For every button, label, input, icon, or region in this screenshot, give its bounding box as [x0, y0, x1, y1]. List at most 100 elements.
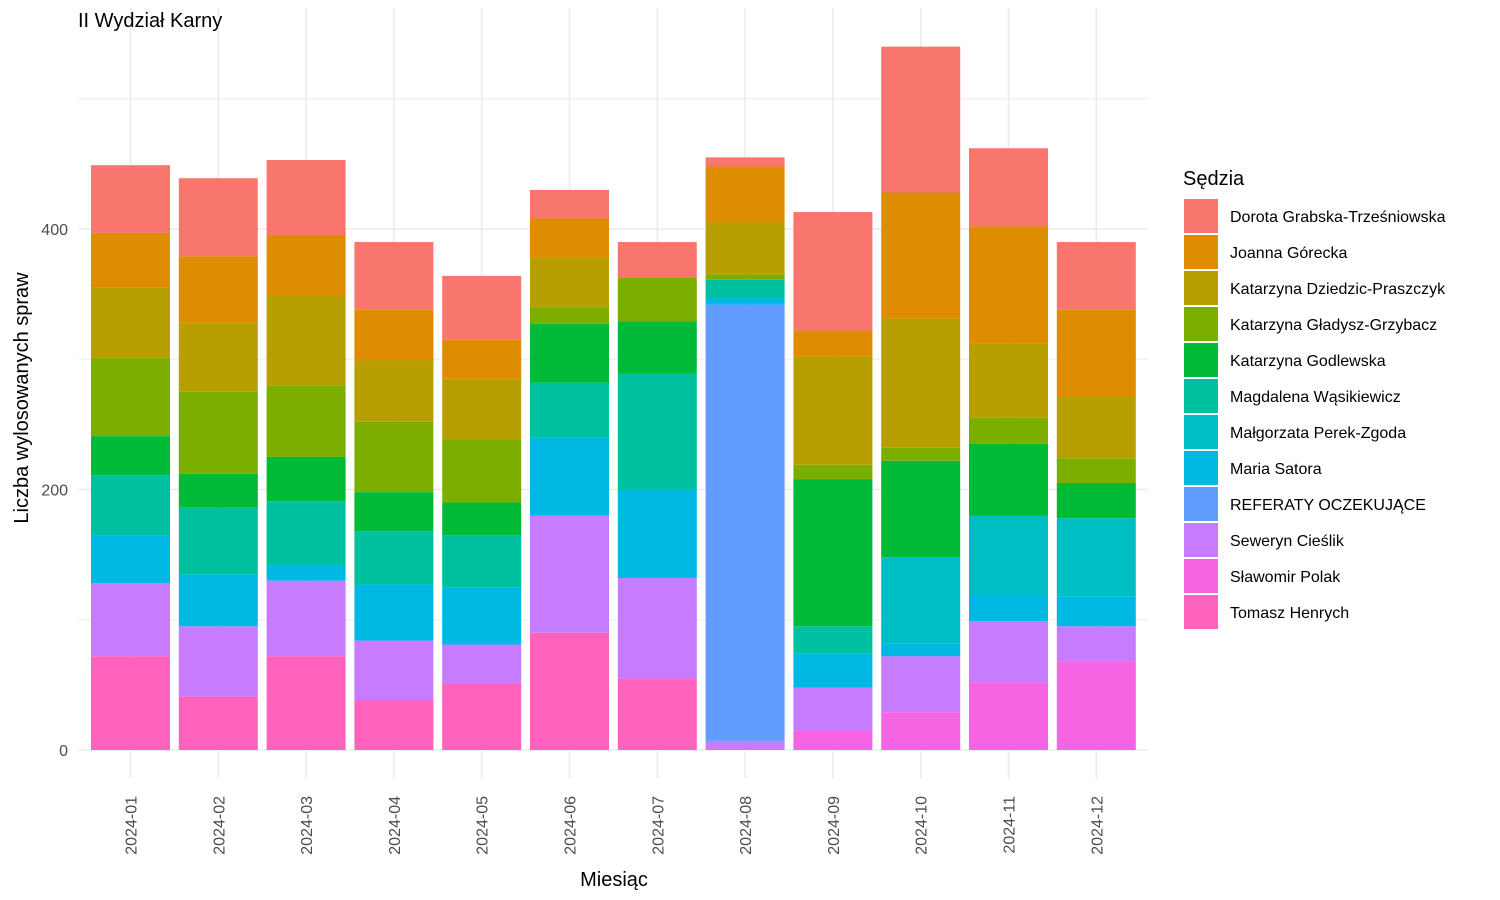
bar-segment — [91, 232, 170, 288]
legend-label: REFERATY OCZEKUJĄCE — [1230, 497, 1426, 514]
legend-label: Seweryn Cieślik — [1230, 533, 1345, 550]
bar-segment — [91, 287, 170, 358]
y-tick-label: 200 — [41, 483, 68, 500]
bar-segment — [266, 501, 346, 566]
bar-segment — [442, 275, 522, 340]
bar-segment — [178, 507, 258, 575]
bar-segment — [266, 565, 346, 581]
bar-segment — [705, 157, 785, 167]
bar-segment — [354, 640, 434, 701]
legend-swatch — [1184, 451, 1218, 485]
bar-segment — [793, 687, 873, 731]
bar-segment — [1056, 626, 1136, 662]
bar-segment — [881, 656, 961, 713]
bar-segment — [617, 489, 697, 579]
bar-segment — [969, 226, 1048, 344]
x-tick-label: 2024-03 — [299, 796, 316, 855]
legend-swatch — [1184, 559, 1218, 593]
bar-segment — [617, 678, 697, 750]
bar-segment — [178, 391, 258, 474]
bar-segment — [354, 421, 434, 493]
bar-segment — [91, 436, 170, 476]
bar-segment — [91, 656, 170, 750]
legend-label: Sławomir Polak — [1230, 569, 1341, 586]
bar-segment — [266, 295, 346, 386]
bar-segment — [530, 218, 609, 258]
bar-segment — [91, 357, 170, 437]
x-tick-label: 2024-02 — [211, 796, 228, 855]
bar-segment — [881, 318, 961, 448]
x-tick-label: 2024-12 — [1089, 796, 1106, 855]
bar-segment — [705, 740, 785, 750]
bar-segment — [530, 324, 609, 383]
bar-segment — [442, 440, 522, 503]
bar-segment — [793, 730, 873, 750]
bar-segment — [266, 656, 346, 750]
bar-segment — [442, 587, 522, 645]
legend-label: Joanna Górecka — [1230, 245, 1348, 262]
bar-segment — [178, 473, 258, 508]
bar-segment — [266, 456, 346, 502]
legend-swatch — [1184, 199, 1218, 233]
bar-segment — [793, 330, 873, 357]
y-tick-label: 0 — [59, 743, 68, 760]
bar-segment — [442, 535, 522, 588]
bar-segment — [881, 46, 961, 193]
bar-segment — [969, 343, 1048, 418]
legend-swatch — [1184, 307, 1218, 341]
x-tick-label: 2024-04 — [387, 796, 404, 855]
legend-items: Dorota Grabska-Trześniowska Joanna Góreck… — [1184, 199, 1446, 629]
legend-swatch — [1184, 487, 1218, 521]
bar-segment — [705, 304, 785, 741]
legend-swatch — [1184, 595, 1218, 629]
bar-segment — [1056, 309, 1136, 398]
bar-segment — [1056, 242, 1136, 310]
legend-label: Magdalena Wąsikiewicz — [1230, 389, 1401, 406]
x-tick-label: 2024-10 — [914, 796, 931, 855]
bar-segment — [266, 159, 346, 236]
bar-segment — [530, 307, 609, 325]
bar-segment — [705, 279, 785, 299]
bar-segment — [793, 479, 873, 627]
bar-segment — [1056, 518, 1136, 597]
bar-segment — [617, 578, 697, 679]
x-tick-label: 2024-07 — [650, 796, 667, 855]
bar-segment — [881, 460, 961, 558]
x-axis-label: Miesiąc — [580, 869, 648, 891]
legend: Sędzia Dorota Grabska-Trześniowska Joanna… — [1183, 168, 1446, 629]
bar-segment — [793, 653, 873, 688]
bar-segment — [266, 385, 346, 457]
bar-segment — [266, 235, 346, 296]
bar-segment — [969, 515, 1048, 596]
bar-segment — [530, 382, 609, 438]
y-axis-ticks: 0 200 400 — [41, 222, 68, 760]
bar-segment — [91, 583, 170, 657]
bar-segment — [178, 626, 258, 697]
bar-segment — [617, 373, 697, 490]
legend-swatch — [1184, 379, 1218, 413]
legend-label: Małgorzata Perek-Zgoda — [1230, 425, 1406, 442]
bar-segment — [354, 531, 434, 585]
bar-segment — [881, 447, 961, 461]
bar-segment — [442, 502, 522, 536]
bar-segment — [178, 696, 258, 750]
x-tick-label: 2024-01 — [124, 796, 141, 855]
legend-label: Katarzyna Dziedzic-Praszczyk — [1230, 281, 1446, 298]
bar-segment — [530, 632, 609, 750]
legend-title: Sędzia — [1183, 168, 1245, 190]
bar-segment — [530, 515, 609, 633]
legend-swatch — [1184, 523, 1218, 557]
bar-segment — [442, 644, 522, 684]
bar-segment — [530, 257, 609, 308]
bar-segment — [442, 683, 522, 750]
bar-segment — [354, 242, 434, 310]
bar-segment — [969, 595, 1048, 622]
bar-segment — [1056, 596, 1136, 627]
bar-segment — [1056, 482, 1136, 519]
bars — [91, 46, 1136, 750]
legend-label: Maria Satora — [1230, 461, 1322, 478]
bar-segment — [705, 298, 785, 305]
x-axis-ticks: 2024-01 2024-02 2024-03 2024-04 2024-05 2024-… — [124, 796, 1107, 855]
bar-segment — [705, 166, 785, 223]
